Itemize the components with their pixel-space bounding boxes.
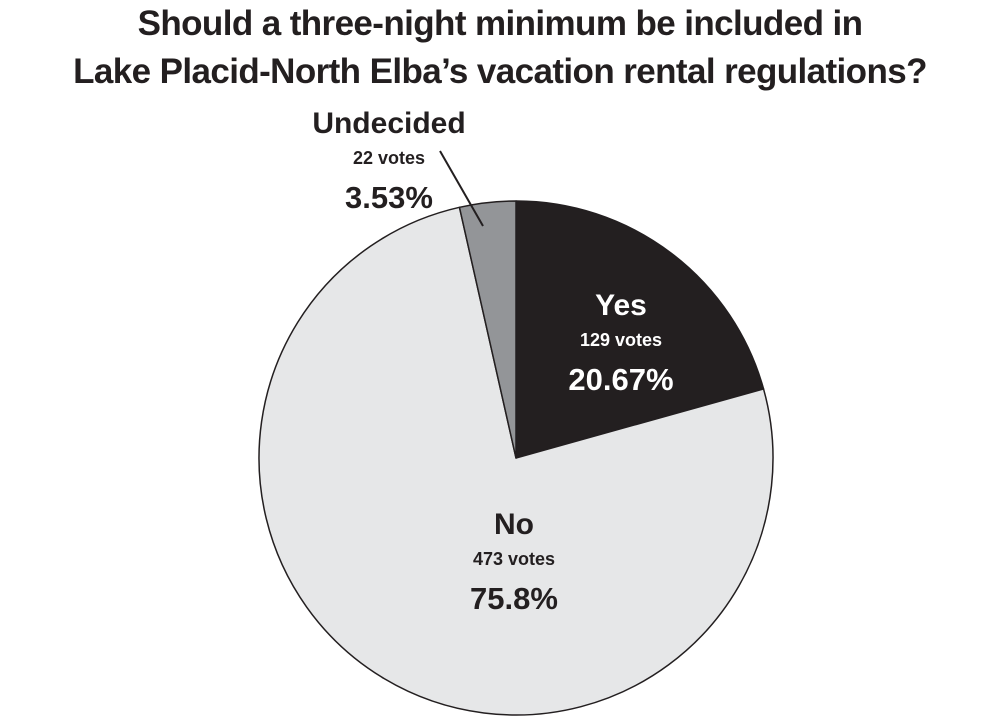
- leader-line-undecided: [439, 150, 484, 227]
- pie-slices: [258, 200, 774, 716]
- slice-votes-no: 473 votes: [473, 549, 555, 569]
- slice-votes-yes: 129 votes: [580, 330, 662, 350]
- slice-percent-no: 75.8%: [470, 581, 558, 616]
- pie-labels: Yes 129 votes 20.67% No 473 votes 75.8% Undeci…: [312, 107, 673, 616]
- slice-votes-undecided: 22 votes: [353, 148, 425, 168]
- slice-label-undecided: Undecided: [312, 107, 465, 140]
- pie-slice-yes: [515, 200, 765, 459]
- chart-title-line-1: Should a three-night minimum be included…: [137, 4, 863, 43]
- pie-slice-undecided: [458, 200, 517, 459]
- slice-percent-yes: 20.67%: [568, 362, 673, 397]
- pie-slice-no: [258, 206, 774, 716]
- chart-title: Should a three-night minimum be included…: [0, 0, 1000, 96]
- chart-title-line-2: Lake Placid-North Elba’s vacation rental…: [73, 52, 927, 91]
- slice-label-yes: Yes: [595, 289, 647, 322]
- slice-label-no: No: [494, 508, 534, 541]
- slice-percent-undecided: 3.53%: [345, 180, 433, 215]
